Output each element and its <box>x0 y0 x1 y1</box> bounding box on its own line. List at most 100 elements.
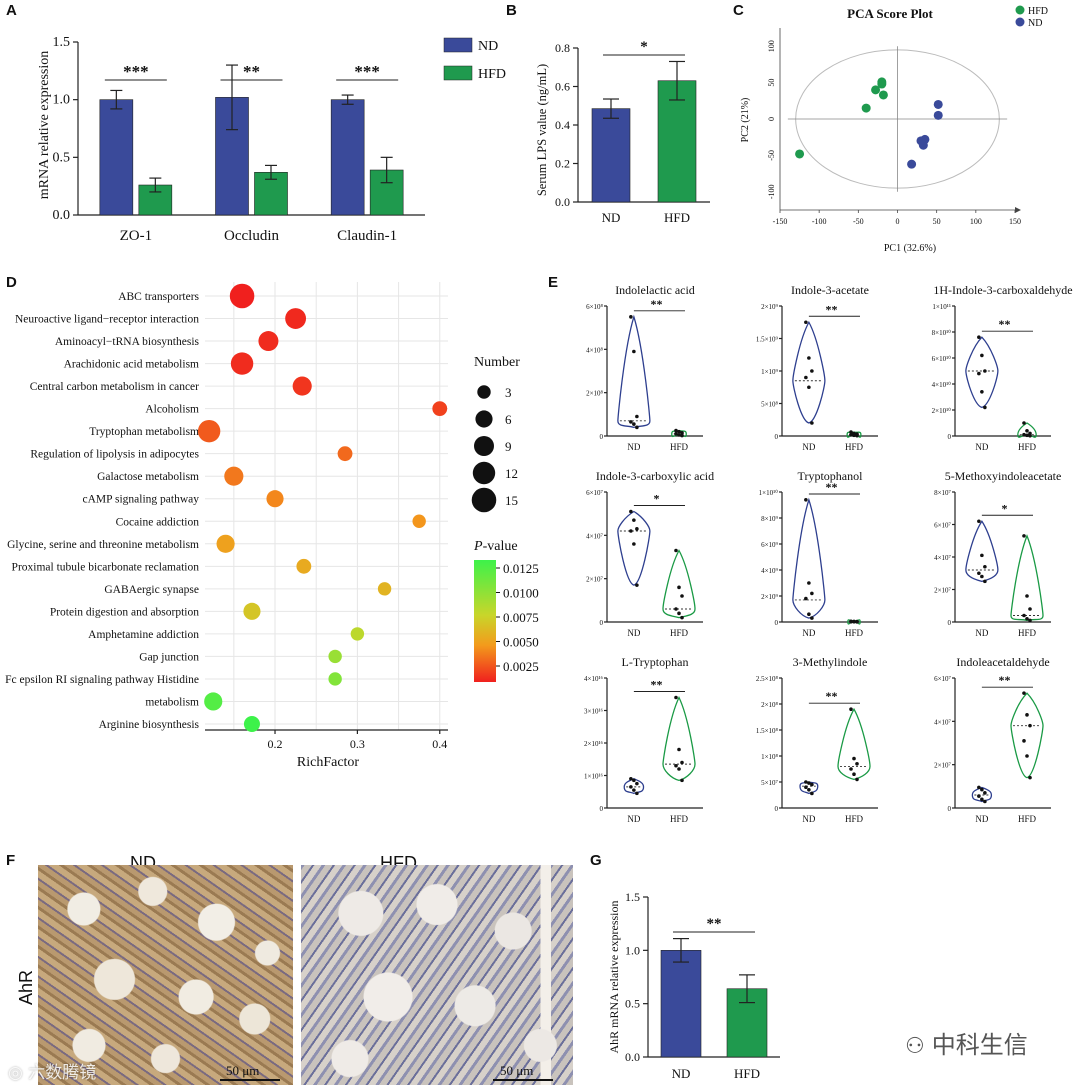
pca-point-hfd <box>877 77 887 87</box>
violin-point-nd <box>807 612 811 616</box>
violin-point-hfd <box>849 430 853 434</box>
violin-point-nd <box>977 335 981 339</box>
y-tick-label: 0 <box>775 619 779 627</box>
pca-point-hfd <box>871 85 881 95</box>
pathway-bubble <box>350 627 365 641</box>
significance-mark: ** <box>650 297 662 311</box>
violin-hfd <box>662 695 696 782</box>
x-tick-label: 150 <box>1009 217 1021 226</box>
pathway-bubble <box>328 672 342 686</box>
pathway-bubble <box>224 466 244 486</box>
y-tick-label: 2×10⁹ <box>761 303 778 311</box>
y-tick-label: 4×10¹⁶ <box>584 675 604 683</box>
watermark-left-text: 六数腾镜 <box>28 1063 97 1083</box>
violin-subplot: 5-Methoxyindoleacetate 0 2×10⁷ 4×10⁷ 6×10⁷ 8×… <box>934 469 1061 638</box>
y-tick-label: 2×10¹⁰ <box>932 407 952 415</box>
violin-point-nd <box>980 787 984 792</box>
y-tick-label: 2×10⁸ <box>586 390 603 398</box>
x-axis-arrow <box>1015 207 1021 213</box>
violin-hfd <box>837 707 871 781</box>
f-image-nd <box>38 865 293 1085</box>
violin-point-nd <box>983 579 987 584</box>
violin-title: Tryptophanol <box>798 469 864 483</box>
violin-point-hfd <box>680 760 684 765</box>
violin-point-nd <box>635 527 639 531</box>
f-scale-label-hfd: 50 μm <box>500 1063 534 1078</box>
violin-point-hfd <box>1025 616 1029 621</box>
violin-point-nd <box>632 518 636 522</box>
y-tick-label: 6×10⁷ <box>934 675 951 683</box>
x-tick-label: 50 <box>933 217 941 226</box>
violin-point-nd <box>804 320 808 325</box>
size-legend-label: 15 <box>505 493 518 508</box>
violin-title: L-Tryptophan <box>622 655 689 669</box>
violin-point-nd <box>629 420 633 424</box>
violin-hfd <box>1010 692 1044 779</box>
pathway-label: Glycine, serine and threonine metabolism <box>7 539 199 551</box>
y-tick-label: 1.5 <box>625 890 640 904</box>
violin-point-nd <box>635 414 639 419</box>
violin-point-nd <box>810 369 814 373</box>
y-tick-label: 0 <box>600 433 604 441</box>
pathway-label: GABAergic synapse <box>104 584 199 596</box>
y-tick-label: 4×10⁷ <box>586 532 603 540</box>
x-tick-label: ND <box>975 442 988 452</box>
size-legend-dot <box>471 487 497 513</box>
violin-point-hfd <box>1025 713 1029 717</box>
bar-nd-zo-1 <box>99 99 134 216</box>
violin-point-nd <box>983 791 987 795</box>
g-y-axis-label: AhR mRNA relative expression <box>607 901 621 1054</box>
violin-point-hfd <box>677 767 681 771</box>
violin-point-hfd <box>680 594 684 598</box>
violin-point-nd <box>629 509 633 514</box>
y-tick-label: 5×10⁷ <box>761 779 778 787</box>
violin-point-hfd <box>1028 618 1032 623</box>
x-tick-label: 0.4 <box>432 737 447 751</box>
x-tick-label: HFD <box>845 628 864 638</box>
f-scale-bar-nd <box>220 1079 280 1081</box>
x-tick-label: -50 <box>853 217 864 226</box>
pathway-label: Proximal tubule bicarbonate reclamation <box>12 561 200 573</box>
significance-mark: ** <box>243 62 260 81</box>
y-tick-label: 0.0 <box>555 195 570 209</box>
x-tick-label: Claudin-1 <box>337 228 397 244</box>
y-tick-label: 0.0 <box>53 208 71 223</box>
violin-point-nd <box>977 571 981 576</box>
x-tick-label: ZO-1 <box>120 228 153 244</box>
significance-mark: * <box>1001 501 1007 515</box>
violin-nd <box>965 336 999 409</box>
violin-point-nd <box>977 794 981 798</box>
y-tick-label: 5×10⁸ <box>761 401 778 409</box>
violin-point-hfd <box>1022 421 1026 425</box>
watermark-right: ⚇ 中科生信 <box>905 1025 1028 1060</box>
y-tick-label: 1×10¹¹ <box>932 303 951 311</box>
pca-point-nd <box>933 99 943 109</box>
violin-point-hfd <box>677 611 681 616</box>
violin-point-hfd <box>680 433 684 438</box>
violin-point-hfd <box>849 619 853 624</box>
violin-point-nd <box>807 356 811 360</box>
pathway-label: Neuroactive ligand−receptor interaction <box>15 314 199 326</box>
violin-point-hfd <box>1022 739 1026 743</box>
pathway-bubble <box>258 331 279 352</box>
violin-point-nd <box>629 776 633 781</box>
violin-subplot: L-Tryptophan 0 1×10¹⁶ 2×10¹⁶ 3×10¹⁶ 4×10¹⁶ ND H… <box>584 655 703 824</box>
y-tick-label: 8×10⁷ <box>934 489 951 497</box>
panel-label-c: C <box>733 2 744 19</box>
y-tick-label: 2×10¹⁶ <box>584 740 604 748</box>
violin-point-nd <box>807 788 811 792</box>
panel-label-a: A <box>6 2 17 19</box>
violin-point-hfd <box>1022 534 1026 538</box>
pathway-label: Tryptophan metabolism <box>89 426 199 438</box>
violin-point-hfd <box>1028 607 1032 611</box>
violin-point-hfd <box>1028 433 1032 438</box>
x-tick-label: 0.3 <box>350 737 365 751</box>
y-tick-label: 0 <box>775 805 779 813</box>
x-tick-label: HFD <box>670 814 689 824</box>
significance-mark: *** <box>354 62 380 81</box>
violin-point-hfd <box>680 430 684 435</box>
f-histology-images: 50 μm 50 μm <box>38 865 573 1087</box>
legend-label-nd: ND <box>1028 18 1042 29</box>
violin-point-nd <box>810 616 814 620</box>
pathway-label: Galactose metabolism <box>97 471 199 483</box>
